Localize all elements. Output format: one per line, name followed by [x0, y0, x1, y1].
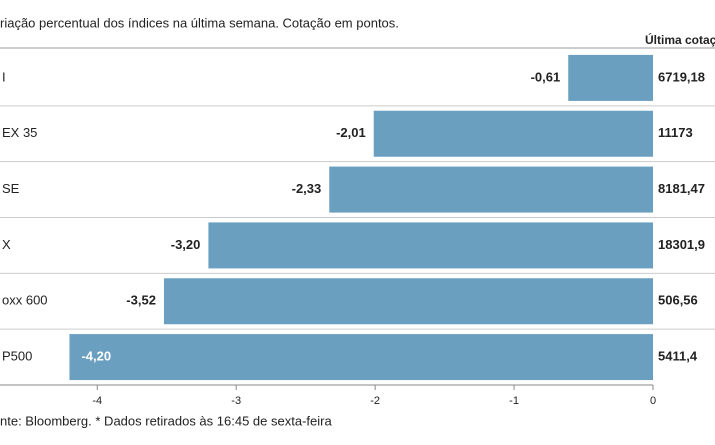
- chart-title: riação percentual dos índices na última …: [0, 15, 399, 30]
- last-quote: 6719,18: [658, 69, 705, 84]
- last-quote: 5411,4: [658, 349, 698, 364]
- value-label: -3,52: [126, 293, 156, 308]
- category-label: P500: [2, 349, 32, 364]
- value-label: -4,20: [81, 349, 111, 364]
- bar: [208, 222, 654, 269]
- category-label: oxx 600: [2, 293, 48, 308]
- category-label: X: [2, 237, 11, 252]
- last-quote: 8181,47: [658, 181, 705, 196]
- category-label: I: [2, 69, 6, 84]
- x-tick-label: -4: [92, 395, 102, 407]
- category-label: SE: [2, 181, 20, 196]
- last-quote: 506,56: [658, 293, 698, 308]
- x-tick-label: -2: [370, 395, 380, 407]
- x-tick-label: -3: [231, 395, 241, 407]
- bar: [163, 278, 653, 325]
- value-label: -3,20: [171, 237, 201, 252]
- x-tick-label: -1: [509, 395, 519, 407]
- bar: [373, 110, 653, 157]
- value-label: -2,01: [336, 125, 366, 140]
- bar: [568, 54, 653, 101]
- footer: nte: Bloomberg. * Dados retirados às 16:…: [0, 413, 332, 428]
- last-quote: 18301,9: [658, 237, 705, 252]
- x-tick-label: 0: [650, 395, 656, 407]
- column-header: Última cotaç: [645, 32, 715, 47]
- bar: [69, 334, 654, 381]
- value-label: -2,33: [292, 181, 322, 196]
- last-quote: 11173: [658, 125, 693, 140]
- value-label: -0,61: [531, 69, 561, 84]
- category-label: EX 35: [2, 125, 37, 140]
- bar: [329, 166, 653, 213]
